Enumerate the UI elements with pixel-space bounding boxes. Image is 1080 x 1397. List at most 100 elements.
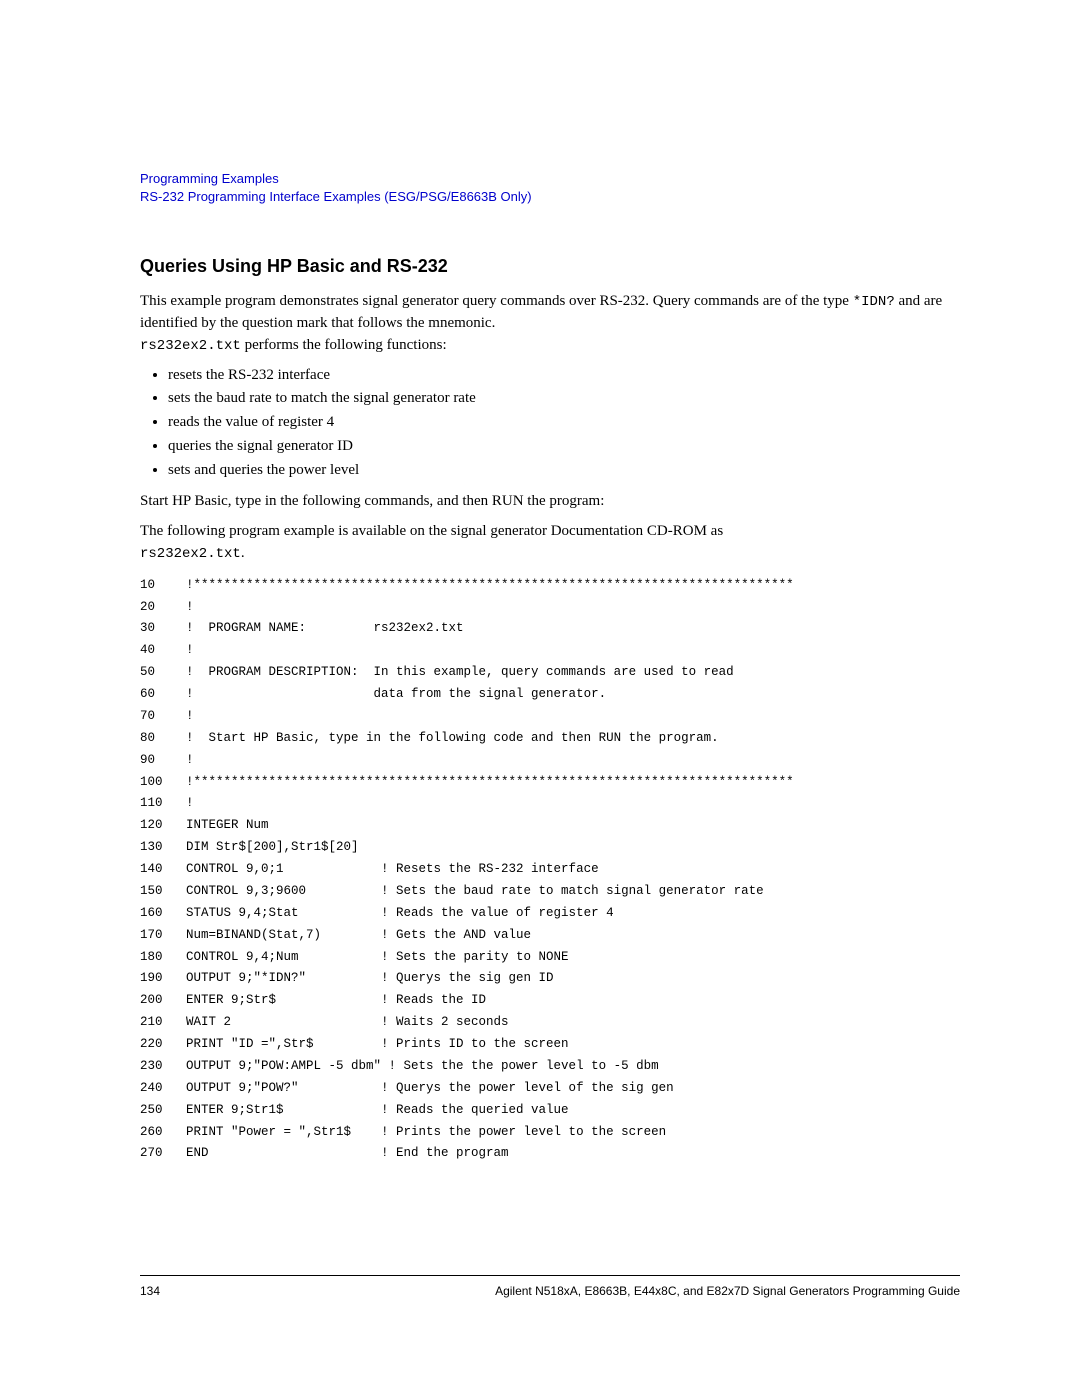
code-line: 230OUTPUT 9;"POW:AMPL -5 dbm" ! Sets the… (140, 1056, 960, 1078)
page-footer: 134 Agilent N518xA, E8663B, E44x8C, and … (140, 1275, 960, 1298)
list-item: reads the value of register 4 (168, 412, 960, 434)
line-number: 20 (140, 597, 186, 619)
section-heading: Queries Using HP Basic and RS-232 (140, 256, 960, 277)
intro-text-3: performs the following functions: (241, 337, 447, 353)
line-number: 40 (140, 640, 186, 662)
code-text: ! PROGRAM NAME: rs232ex2.txt (186, 618, 960, 640)
line-number: 220 (140, 1034, 186, 1056)
header-link-1[interactable]: Programming Examples (140, 170, 960, 188)
intro-text-1: This example program demonstrates signal… (140, 293, 853, 309)
line-number: 270 (140, 1143, 186, 1165)
intro-paragraph: This example program demonstrates signal… (140, 291, 960, 356)
line-number: 190 (140, 968, 186, 990)
code-line: 10!*************************************… (140, 575, 960, 597)
code-text: ! Start HP Basic, type in the following … (186, 728, 960, 750)
code-line: 130DIM Str$[200],Str1$[20] (140, 837, 960, 859)
code-line: 260PRINT "Power = ",Str1$ ! Prints the p… (140, 1122, 960, 1144)
line-number: 70 (140, 706, 186, 728)
line-number: 110 (140, 793, 186, 815)
code-line: 60! data from the signal generator. (140, 684, 960, 706)
code-text: OUTPUT 9;"POW?" ! Querys the power level… (186, 1078, 960, 1100)
cd-line: The following program example is availab… (140, 521, 960, 565)
code-line: 250ENTER 9;Str1$ ! Reads the queried val… (140, 1100, 960, 1122)
start-line: Start HP Basic, type in the following co… (140, 491, 960, 513)
line-number: 10 (140, 575, 186, 597)
code-text: ! PROGRAM DESCRIPTION: In this example, … (186, 662, 960, 684)
list-item: resets the RS-232 interface (168, 365, 960, 387)
code-text: DIM Str$[200],Str1$[20] (186, 837, 960, 859)
page-content: Programming Examples RS-232 Programming … (0, 0, 1080, 1358)
code-line: 80! Start HP Basic, type in the followin… (140, 728, 960, 750)
code-text: STATUS 9,4;Stat ! Reads the value of reg… (186, 903, 960, 925)
code-line: 100!************************************… (140, 772, 960, 794)
code-text: ! (186, 750, 960, 772)
code-line: 140CONTROL 9,0;1 ! Resets the RS-232 int… (140, 859, 960, 881)
list-item: sets the baud rate to match the signal g… (168, 388, 960, 410)
code-text: !***************************************… (186, 772, 960, 794)
code-text: !***************************************… (186, 575, 960, 597)
line-number: 140 (140, 859, 186, 881)
line-number: 120 (140, 815, 186, 837)
code-text: PRINT "Power = ",Str1$ ! Prints the powe… (186, 1122, 960, 1144)
line-number: 250 (140, 1100, 186, 1122)
code-line: 180CONTROL 9,4;Num ! Sets the parity to … (140, 947, 960, 969)
cd-text-2: . (241, 545, 245, 561)
list-item: queries the signal generator ID (168, 436, 960, 458)
code-text: OUTPUT 9;"POW:AMPL -5 dbm" ! Sets the th… (186, 1056, 960, 1078)
cd-code: rs232ex2.txt (140, 546, 241, 562)
code-text: ENTER 9;Str$ ! Reads the ID (186, 990, 960, 1012)
code-line: 270END ! End the program (140, 1143, 960, 1165)
code-line: 20! (140, 597, 960, 619)
intro-code-2: rs232ex2.txt (140, 338, 241, 354)
code-text: ENTER 9;Str1$ ! Reads the queried value (186, 1100, 960, 1122)
line-number: 100 (140, 772, 186, 794)
line-number: 180 (140, 947, 186, 969)
line-number: 200 (140, 990, 186, 1012)
line-number: 30 (140, 618, 186, 640)
intro-code-1: *IDN? (853, 294, 895, 310)
code-line: 150CONTROL 9,3;9600 ! Sets the baud rate… (140, 881, 960, 903)
code-line: 30! PROGRAM NAME: rs232ex2.txt (140, 618, 960, 640)
page-number: 134 (140, 1284, 160, 1298)
line-number: 60 (140, 684, 186, 706)
code-line: 90! (140, 750, 960, 772)
line-number: 150 (140, 881, 186, 903)
code-text: ! data from the signal generator. (186, 684, 960, 706)
code-line: 40! (140, 640, 960, 662)
line-number: 260 (140, 1122, 186, 1144)
line-number: 240 (140, 1078, 186, 1100)
bullet-list: resets the RS-232 interface sets the bau… (140, 365, 960, 482)
line-number: 160 (140, 903, 186, 925)
line-number: 210 (140, 1012, 186, 1034)
list-item: sets and queries the power level (168, 460, 960, 482)
line-number: 50 (140, 662, 186, 684)
code-text: ! (186, 640, 960, 662)
code-line: 210WAIT 2 ! Waits 2 seconds (140, 1012, 960, 1034)
code-text: OUTPUT 9;"*IDN?" ! Querys the sig gen ID (186, 968, 960, 990)
code-line: 120INTEGER Num (140, 815, 960, 837)
code-line: 110! (140, 793, 960, 815)
code-text: END ! End the program (186, 1143, 960, 1165)
cd-text-1: The following program example is availab… (140, 523, 723, 539)
code-line: 220PRINT "ID =",Str$ ! Prints ID to the … (140, 1034, 960, 1056)
code-line: 70! (140, 706, 960, 728)
code-text: PRINT "ID =",Str$ ! Prints ID to the scr… (186, 1034, 960, 1056)
code-text: Num=BINAND(Stat,7) ! Gets the AND value (186, 925, 960, 947)
code-text: CONTROL 9,4;Num ! Sets the parity to NON… (186, 947, 960, 969)
code-line: 190OUTPUT 9;"*IDN?" ! Querys the sig gen… (140, 968, 960, 990)
line-number: 170 (140, 925, 186, 947)
line-number: 80 (140, 728, 186, 750)
code-line: 50! PROGRAM DESCRIPTION: In this example… (140, 662, 960, 684)
code-text: CONTROL 9,3;9600 ! Sets the baud rate to… (186, 881, 960, 903)
footer-right: Agilent N518xA, E8663B, E44x8C, and E82x… (495, 1284, 960, 1298)
code-text: ! (186, 706, 960, 728)
code-line: 200ENTER 9;Str$ ! Reads the ID (140, 990, 960, 1012)
line-number: 130 (140, 837, 186, 859)
code-text: CONTROL 9,0;1 ! Resets the RS-232 interf… (186, 859, 960, 881)
code-block: 10!*************************************… (140, 575, 960, 1166)
header-breadcrumbs: Programming Examples RS-232 Programming … (140, 170, 960, 206)
code-text: INTEGER Num (186, 815, 960, 837)
line-number: 230 (140, 1056, 186, 1078)
code-line: 170Num=BINAND(Stat,7) ! Gets the AND val… (140, 925, 960, 947)
header-link-2[interactable]: RS-232 Programming Interface Examples (E… (140, 188, 960, 206)
